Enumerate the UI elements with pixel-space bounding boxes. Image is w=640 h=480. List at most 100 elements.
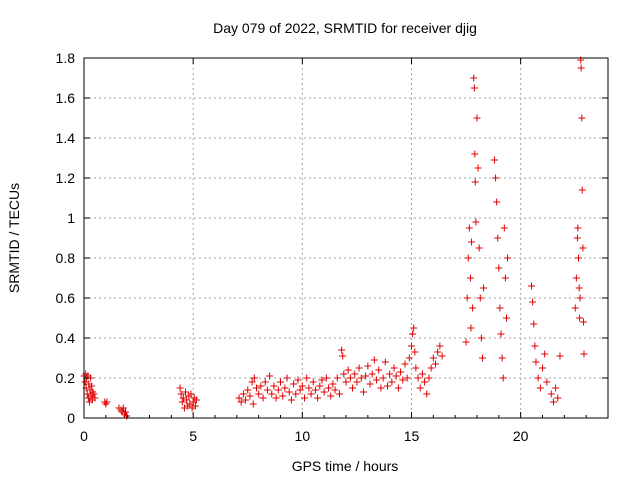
- data-point: [473, 114, 481, 122]
- data-point: [91, 394, 99, 402]
- data-point: [462, 338, 470, 346]
- data-point: [534, 374, 542, 382]
- chart-title: Day 079 of 2022, SRMTID for receiver dji…: [213, 20, 477, 36]
- data-point: [418, 370, 426, 378]
- data-point: [340, 370, 348, 378]
- data-point: [375, 366, 383, 374]
- data-point: [412, 364, 420, 372]
- data-point: [577, 64, 585, 72]
- data-point: [429, 354, 437, 362]
- data-point: [576, 314, 584, 322]
- data-point: [272, 394, 280, 402]
- data-point: [298, 382, 306, 390]
- data-point: [266, 372, 274, 380]
- data-point: [576, 294, 584, 302]
- data-point: [403, 374, 411, 382]
- data-point: [373, 376, 381, 384]
- data-point: [497, 330, 505, 338]
- y-tick-label: 0.6: [56, 290, 76, 306]
- data-point: [318, 376, 326, 384]
- data-point: [349, 384, 357, 392]
- data-point: [470, 84, 478, 92]
- data-point: [259, 394, 267, 402]
- data-point: [353, 378, 361, 386]
- data-point: [432, 360, 440, 368]
- x-tick-label: 10: [295, 428, 311, 444]
- data-point: [572, 274, 580, 282]
- data-point: [578, 186, 586, 194]
- data-point: [421, 378, 429, 386]
- data-point: [556, 352, 564, 360]
- data-point: [248, 378, 256, 386]
- data-point: [294, 376, 302, 384]
- data-point: [408, 342, 415, 350]
- y-tick-label: 1.2: [56, 170, 76, 186]
- data-point: [528, 282, 536, 290]
- y-tick-label: 0: [67, 410, 75, 426]
- data-point: [573, 234, 581, 242]
- data-point: [531, 342, 539, 350]
- data-point: [575, 284, 583, 292]
- data-point: [492, 174, 500, 182]
- data-point: [416, 384, 424, 392]
- data-point: [177, 390, 185, 398]
- data-point: [119, 404, 127, 412]
- x-tick-label: 0: [80, 428, 88, 444]
- data-point: [480, 284, 488, 292]
- data-point: [386, 370, 394, 378]
- data-point: [314, 394, 322, 402]
- data-point: [405, 354, 413, 362]
- y-tick-label: 0.4: [56, 330, 76, 346]
- data-point: [541, 350, 549, 358]
- data-point: [268, 390, 276, 398]
- data-point: [305, 384, 313, 392]
- data-point: [475, 244, 483, 252]
- data-point: [504, 254, 512, 262]
- data-point: [547, 390, 555, 398]
- data-point: [571, 304, 579, 312]
- data-point: [438, 352, 446, 360]
- data-point: [425, 374, 433, 382]
- data-point: [580, 318, 588, 326]
- data-point: [467, 324, 475, 332]
- y-tick-label: 1.6: [56, 90, 76, 106]
- data-point: [466, 274, 474, 282]
- data-point: [468, 238, 476, 246]
- data-point: [469, 304, 477, 312]
- data-point: [277, 378, 284, 386]
- data-point: [536, 384, 544, 392]
- data-point: [283, 374, 291, 382]
- data-point: [351, 370, 359, 378]
- y-tick-label: 0.8: [56, 250, 76, 266]
- data-point: [532, 358, 540, 366]
- data-point: [327, 392, 335, 400]
- data-point: [331, 386, 339, 394]
- data-point: [368, 370, 376, 378]
- data-point: [364, 362, 372, 370]
- x-tick-label: 5: [189, 428, 197, 444]
- data-point: [436, 342, 444, 350]
- data-point: [235, 394, 243, 402]
- data-point: [394, 384, 402, 392]
- data-point: [379, 374, 387, 382]
- data-point: [239, 390, 247, 398]
- data-point: [390, 364, 398, 372]
- y-tick-label: 1: [67, 210, 75, 226]
- data-point: [176, 384, 184, 392]
- data-point: [357, 374, 365, 382]
- data-point: [335, 390, 343, 398]
- data-point: [359, 388, 367, 396]
- data-point: [342, 378, 350, 386]
- data-point: [88, 382, 96, 390]
- x-tick-label: 15: [404, 428, 420, 444]
- data-point: [325, 384, 333, 392]
- data-point: [494, 234, 502, 242]
- axis-ticks: 0 0.2 0.4 0.6 0.8 1 1.2 1.4 1.6 1.8 0 5 10 15 20: [56, 50, 608, 444]
- data-point: [244, 386, 252, 394]
- data-point: [333, 374, 341, 382]
- data-point: [411, 348, 419, 356]
- data-point: [339, 352, 347, 360]
- grid-lines: [84, 58, 608, 418]
- data-point: [397, 368, 405, 376]
- data-point: [187, 390, 195, 398]
